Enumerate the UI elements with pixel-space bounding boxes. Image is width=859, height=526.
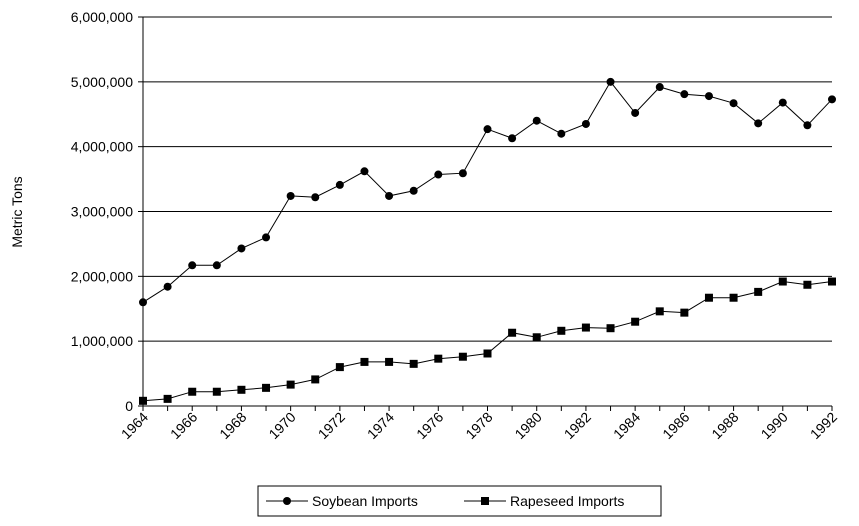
- data-point: [139, 298, 147, 307]
- x-tick-label: 1990: [758, 409, 791, 442]
- data-point: [409, 186, 418, 195]
- data-point: [655, 307, 664, 316]
- x-tick-label: 1966: [167, 409, 200, 442]
- x-tick-label: 1972: [315, 409, 348, 442]
- legend-marker-square: [481, 497, 489, 505]
- data-point: [508, 328, 517, 337]
- series-soybean-imports: [139, 77, 836, 307]
- data-point: [188, 387, 197, 396]
- data-point: [360, 167, 369, 176]
- grid-lines: [143, 16, 832, 342]
- legend-item-soybean: Soybean Imports: [266, 493, 418, 509]
- y-tick-label: 6,000,000: [71, 9, 133, 25]
- data-point: [606, 77, 615, 86]
- data-point: [803, 121, 812, 130]
- data-point: [212, 387, 221, 396]
- data-point: [483, 125, 492, 134]
- legend-marker-circle: [283, 497, 291, 505]
- data-point: [163, 394, 172, 403]
- data-point: [237, 385, 246, 394]
- data-point: [262, 233, 271, 242]
- data-point: [778, 277, 787, 286]
- legend-item-rapeseed: Rapeseed Imports: [464, 493, 624, 509]
- axes: [138, 16, 833, 411]
- data-point: [286, 380, 295, 389]
- y-tick-label: 3,000,000: [71, 204, 133, 220]
- y-tick-label: 2,000,000: [71, 268, 133, 284]
- x-tick-label: 1988: [708, 409, 741, 442]
- data-point: [655, 83, 664, 92]
- x-tick-label: 1992: [807, 409, 840, 442]
- x-tick-label: 1974: [364, 409, 397, 442]
- data-point: [458, 169, 467, 178]
- y-tick-label: 1,000,000: [71, 333, 133, 349]
- series-line: [142, 80, 833, 303]
- data-point: [434, 170, 443, 179]
- x-tick-label: 1978: [462, 409, 495, 442]
- legend-box: [257, 485, 662, 517]
- data-point: [631, 317, 640, 326]
- data-point: [828, 277, 836, 286]
- y-tick-labels: 0 1,000,000 2,000,000 3,000,000 4,000,000 5,0…: [71, 9, 134, 414]
- data-point: [704, 92, 713, 101]
- data-point: [385, 191, 394, 200]
- y-tick-label: 0: [125, 398, 133, 414]
- data-point: [704, 293, 713, 302]
- data-point: [557, 326, 566, 335]
- y-tick-label: 5,000,000: [71, 74, 133, 90]
- legend-label-soybean: Soybean Imports: [312, 493, 418, 509]
- data-point: [286, 191, 295, 200]
- data-point: [311, 375, 320, 384]
- data-point: [754, 287, 763, 296]
- data-point: [606, 324, 615, 333]
- data-point: [335, 363, 344, 372]
- x-tick-label: 1970: [265, 409, 298, 442]
- data-point: [828, 95, 836, 104]
- data-point: [385, 357, 394, 366]
- data-point: [729, 99, 738, 108]
- legend-label-rapeseed: Rapeseed Imports: [510, 493, 624, 509]
- data-point: [262, 383, 271, 392]
- data-point: [212, 261, 221, 270]
- data-point: [163, 282, 172, 291]
- data-point: [729, 293, 738, 302]
- data-point: [581, 119, 590, 128]
- data-point: [434, 354, 443, 363]
- data-point: [754, 119, 763, 128]
- data-point: [360, 357, 369, 366]
- series: [139, 77, 836, 405]
- data-point: [458, 352, 467, 361]
- x-tick-label: 1964: [118, 409, 151, 442]
- data-point: [631, 108, 640, 117]
- data-point: [557, 129, 566, 138]
- data-point: [409, 359, 418, 368]
- data-point: [335, 180, 344, 189]
- x-tick-label: 1984: [610, 409, 643, 442]
- data-point: [483, 349, 492, 358]
- x-tick-label: 1968: [216, 409, 249, 442]
- data-point: [508, 134, 517, 143]
- series-rapeseed-imports: [139, 277, 836, 405]
- data-point: [237, 244, 246, 253]
- data-point: [532, 333, 541, 342]
- y-axis-title: Metric Tons: [9, 176, 25, 247]
- x-tick-label: 1976: [413, 409, 446, 442]
- data-point: [532, 116, 541, 125]
- data-point: [778, 98, 787, 107]
- data-point: [188, 261, 197, 270]
- x-tick-labels: 1964 1966 1968 1970 1972 1974 1976 1978 1980 1982…: [118, 409, 840, 442]
- x-tick-label: 1986: [659, 409, 692, 442]
- data-point: [803, 280, 812, 289]
- x-tick-label: 1982: [561, 409, 594, 442]
- data-point: [680, 90, 689, 99]
- data-point: [311, 193, 320, 202]
- y-tick-label: 4,000,000: [71, 139, 133, 155]
- data-point: [139, 396, 147, 405]
- legend: Soybean Imports Rapeseed Imports: [257, 485, 662, 517]
- data-point: [680, 308, 689, 317]
- data-point: [581, 323, 590, 332]
- x-tick-label: 1980: [511, 409, 544, 442]
